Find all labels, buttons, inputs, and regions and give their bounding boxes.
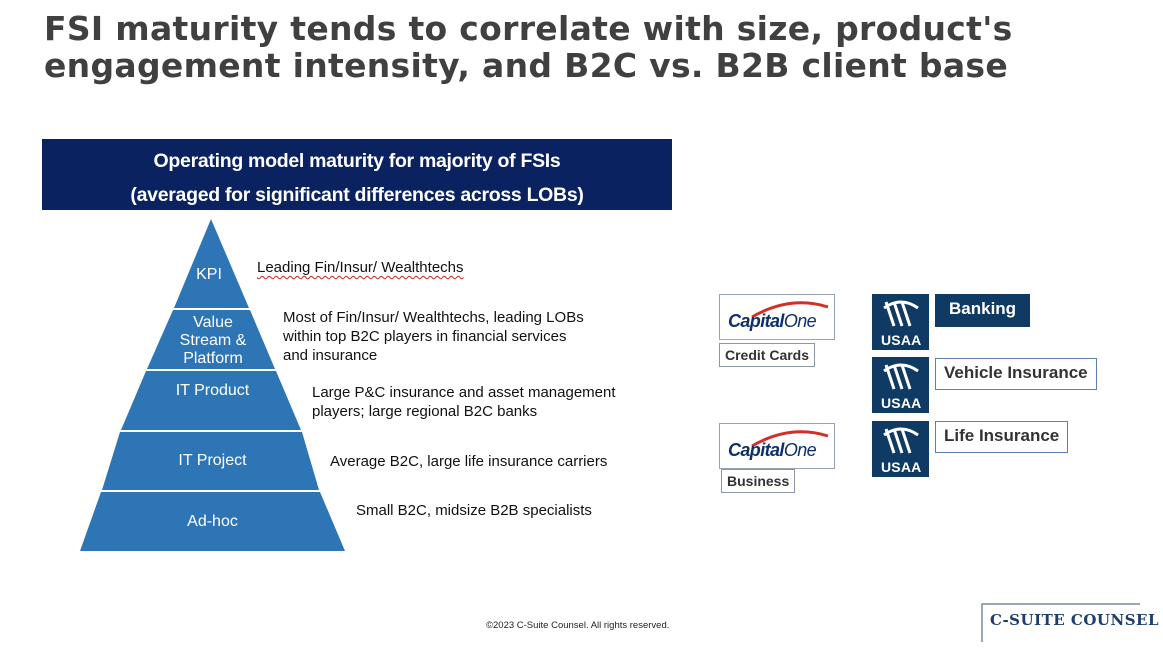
label-line: Stream &: [179, 332, 247, 349]
brand-frame-icon: [981, 603, 1140, 642]
capital-one-logo: CapitalOne: [719, 423, 835, 469]
usaa-eagle-icon: [883, 363, 919, 390]
usaa-logo: USAA: [872, 357, 929, 413]
desc-line: and insurance: [283, 347, 378, 364]
title-line-1: FSI maturity tends to correlate with siz…: [44, 9, 1013, 48]
pyramid-level-it-project: [102, 432, 319, 490]
pyramid-label-it-product: IT Product: [175, 382, 250, 399]
usaa-logo: USAA: [872, 421, 929, 477]
title-line-2: engagement intensity, and B2C vs. B2B cl…: [44, 46, 1009, 85]
tag-business: Business: [721, 469, 796, 493]
capital-one-swoosh-icon: [751, 430, 829, 448]
desc-it-product: Large P&C insurance and asset management…: [312, 383, 616, 421]
desc-line: players; large regional B2C banks: [312, 403, 538, 420]
slide-title: FSI maturity tends to correlate with siz…: [44, 10, 1144, 84]
pyramid-label-it-project: IT Project: [178, 452, 247, 469]
diagram-banner: Operating model maturity for majority of…: [42, 139, 672, 210]
banner-line-1: Operating model maturity for majority of…: [153, 150, 561, 172]
banner-line-2: (averaged for significant differences ac…: [130, 184, 584, 206]
label-line: Platform: [183, 350, 243, 367]
pyramid-level-value-stream: [147, 310, 275, 369]
capital-one-wordmark: CapitalOne: [728, 440, 817, 460]
pyramid-label-value-stream: Value Stream & Platform: [168, 314, 258, 368]
capital-one-logo: CapitalOne: [719, 294, 835, 340]
tag-vehicle-insurance: Vehicle Insurance: [935, 358, 1097, 390]
desc-line: within top B2C players in financial serv…: [283, 328, 567, 345]
pyramid-level-it-product: [121, 371, 301, 430]
tag-banking: Banking: [935, 294, 1031, 327]
brand-logo: C-SUITE COUNSEL: [980, 602, 1159, 644]
desc-line: Small B2C, midsize B2B specialists: [356, 502, 592, 519]
usaa-wordmark: USAA: [881, 332, 922, 348]
desc-kpi: Leading Fin/Insur/ Wealthtechs: [257, 258, 464, 277]
pyramid-level-ad-hoc: [80, 492, 345, 551]
usaa-eagle-icon: [883, 300, 919, 327]
tag-credit-cards: Credit Cards: [719, 343, 816, 367]
desc-line: Average B2C, large life insurance carrie…: [330, 453, 608, 470]
desc-ad-hoc: Small B2C, midsize B2B specialists: [356, 501, 592, 520]
desc-value-stream: Most of Fin/Insur/ Wealthtechs, leading …: [283, 308, 584, 365]
desc-line: Leading Fin/Insur/ Wealthtechs: [257, 259, 464, 276]
usaa-eagle-icon: [883, 427, 919, 454]
brand-name: C-SUITE COUNSEL: [990, 611, 1160, 629]
copyright-footer: ©2023 C-Suite Counsel. All rights reserv…: [486, 620, 670, 631]
maturity-pyramid: [80, 219, 345, 551]
usaa-wordmark: USAA: [881, 459, 922, 475]
pyramid-label-kpi: KPI: [196, 266, 222, 283]
desc-line: Most of Fin/Insur/ Wealthtechs, leading …: [283, 309, 584, 326]
tag-life-insurance: Life Insurance: [935, 421, 1069, 453]
pyramid-level-kpi: [174, 219, 249, 308]
usaa-logo: USAA: [872, 294, 929, 350]
pyramid-label-ad-hoc: Ad-hoc: [187, 513, 238, 530]
usaa-wordmark: USAA: [881, 395, 922, 411]
desc-line: Large P&C insurance and asset management: [312, 384, 616, 401]
capital-one-wordmark: CapitalOne: [728, 311, 817, 331]
label-line: Value: [193, 314, 233, 331]
capital-one-swoosh-icon: [751, 301, 829, 319]
desc-it-project: Average B2C, large life insurance carrie…: [330, 452, 607, 471]
